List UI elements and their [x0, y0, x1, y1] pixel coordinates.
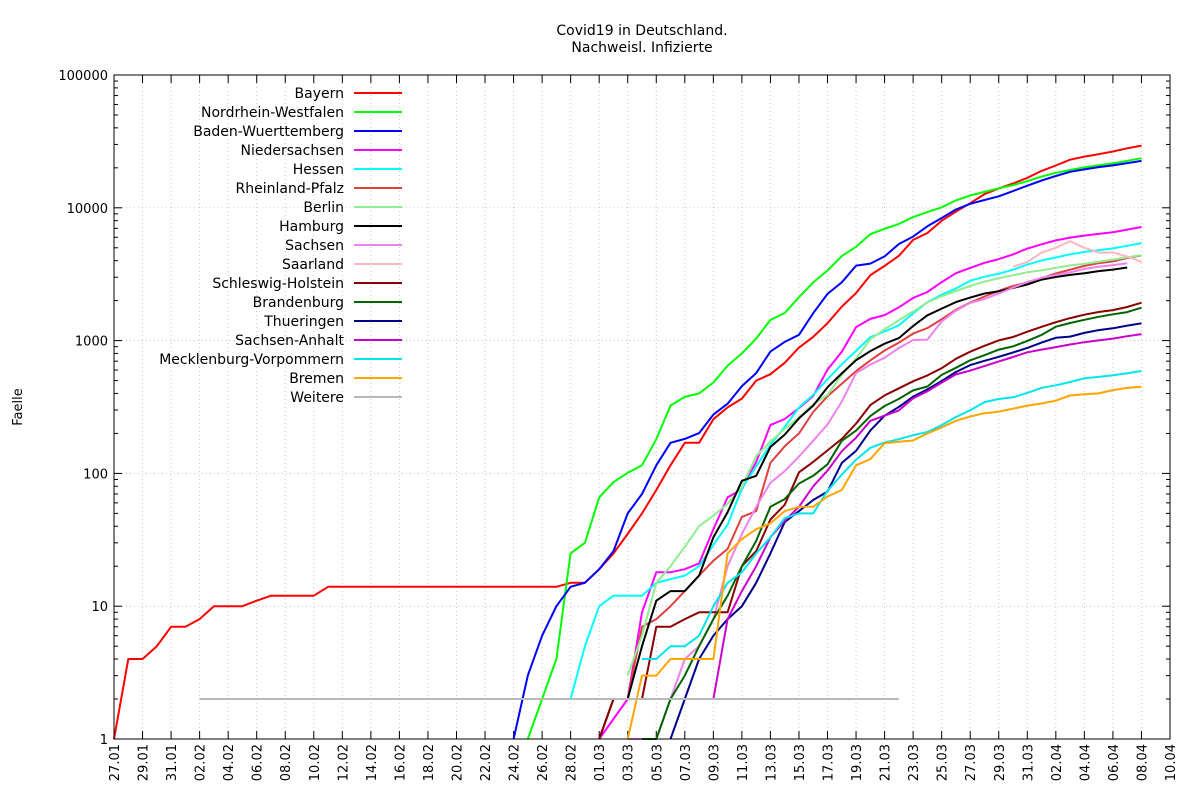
series-line-hessen	[569, 242, 1142, 700]
x-tick-label: 06.04	[1107, 744, 1122, 781]
x-tick-label: 12.02	[336, 744, 351, 781]
legend-label-schleswig-holstein: Schleswig-Holstein	[212, 276, 344, 292]
series-line-niedersachsen	[598, 226, 1142, 740]
legend-label-baden-wuerttemberg: Baden-Wuerttemberg	[193, 124, 344, 140]
series-lines	[113, 144, 1142, 740]
x-tick-label: 31.01	[165, 744, 180, 781]
x-tick-label: 20.02	[450, 744, 465, 781]
x-tick-label: 29.01	[137, 744, 152, 781]
series-line-thueringen	[669, 322, 1142, 740]
y-tick-label: 1	[100, 733, 108, 748]
x-tick-label: 16.02	[393, 744, 408, 781]
series-line-nordrhein-westfalen	[526, 157, 1142, 740]
legend-label-hamburg: Hamburg	[279, 219, 344, 235]
x-tick-label: 06.02	[251, 744, 266, 781]
legend: Bayern Nordrhein-Westfalen Baden-Wuerttemb…	[159, 86, 402, 406]
legend-label-rheinland-pfalz: Rheinland-Pfalz	[236, 181, 344, 197]
x-tick-label: 19.03	[850, 744, 865, 781]
x-tick-label: 04.04	[1078, 744, 1093, 781]
chart-title-line-2: Nachweisl. Infizierte	[571, 40, 712, 56]
axis-ticks: 1 10 100 1000 10000 100000 27.01 29.01 31.01 02.0…	[58, 69, 1179, 781]
legend-label-berlin: Berlin	[303, 200, 344, 216]
series-line-rheinland-pfalz	[626, 254, 1142, 700]
series-line-bremen	[626, 385, 1142, 740]
series-line-baden-wuerttemberg	[512, 159, 1142, 740]
x-tick-label: 22.02	[479, 744, 494, 781]
x-tick-label: 03.03	[622, 744, 637, 781]
x-tick-label: 08.02	[279, 744, 294, 781]
y-axis-label: Faelle	[11, 388, 26, 425]
x-tick-label: 27.01	[108, 744, 123, 781]
x-tick-label: 26.02	[536, 744, 551, 781]
series-line-brandenburg	[642, 306, 1142, 740]
x-tick-label: 01.03	[593, 744, 608, 781]
legend-label-bayern: Bayern	[295, 86, 344, 102]
grid-lines	[114, 75, 1170, 739]
series-line-schleswig-holstein	[598, 301, 1142, 740]
legend-label-weitere: Weitere	[290, 390, 344, 406]
x-tick-label: 02.02	[194, 744, 209, 781]
legend-label-thueringen: Thueringen	[263, 314, 344, 330]
y-tick-label: 10	[91, 600, 108, 615]
x-tick-label: 17.03	[822, 744, 837, 781]
x-tick-label: 13.03	[764, 744, 779, 781]
series-line-saarland	[1012, 240, 1142, 268]
legend-label-mecklenburg-vorpommern: Mecklenburg-Vorpommern	[159, 352, 344, 368]
x-tick-label: 07.03	[679, 744, 694, 781]
legend-label-brandenburg: Brandenburg	[253, 295, 344, 311]
legend-label-hessen: Hessen	[293, 162, 344, 178]
series-line-bayern	[113, 144, 1142, 740]
x-tick-label: 11.03	[736, 744, 751, 781]
y-tick-label: 10000	[67, 202, 108, 217]
plot-frame	[113, 74, 1171, 740]
legend-label-nordrhein-westfalen: Nordrhein-Westfalen	[201, 105, 344, 121]
legend-label-niedersachsen: Niedersachsen	[241, 143, 344, 159]
x-tick-label: 10.04	[1164, 744, 1179, 781]
x-tick-label: 23.03	[907, 744, 922, 781]
y-tick-label: 100000	[58, 69, 108, 84]
chart-title-line-1: Covid19 in Deutschland.	[556, 23, 727, 39]
x-tick-label: 29.03	[993, 744, 1008, 781]
x-tick-label: 04.02	[222, 744, 237, 781]
legend-label-sachsen: Sachsen	[285, 238, 344, 254]
x-tick-label: 28.02	[565, 744, 580, 781]
series-line-hamburg	[598, 266, 1128, 740]
x-tick-label: 18.02	[422, 744, 437, 781]
x-tick-label: 27.03	[964, 744, 979, 781]
x-tick-label: 09.03	[707, 744, 722, 781]
x-tick-label: 24.02	[508, 744, 523, 781]
x-tick-label: 15.03	[793, 744, 808, 781]
series-line-berlin	[626, 254, 1142, 676]
series-line-sachsen-anhalt	[712, 333, 1142, 700]
x-tick-label: 14.02	[365, 744, 380, 781]
x-tick-label: 31.03	[1021, 744, 1036, 781]
y-tick-label: 1000	[75, 335, 108, 350]
x-tick-label: 08.04	[1135, 744, 1150, 781]
y-tick-label: 100	[83, 467, 108, 482]
x-tick-label: 10.02	[308, 744, 323, 781]
x-tick-label: 25.03	[936, 744, 951, 781]
legend-label-saarland: Saarland	[282, 257, 344, 273]
x-tick-label: 21.03	[879, 744, 894, 781]
x-tick-label: 02.04	[1050, 744, 1065, 781]
series-line-mecklenburg-vorpommern	[642, 370, 1142, 660]
x-tick-label: 05.03	[650, 744, 665, 781]
legend-label-sachsen-anhalt: Sachsen-Anhalt	[235, 333, 344, 349]
legend-label-bremen: Bremen	[289, 371, 344, 387]
